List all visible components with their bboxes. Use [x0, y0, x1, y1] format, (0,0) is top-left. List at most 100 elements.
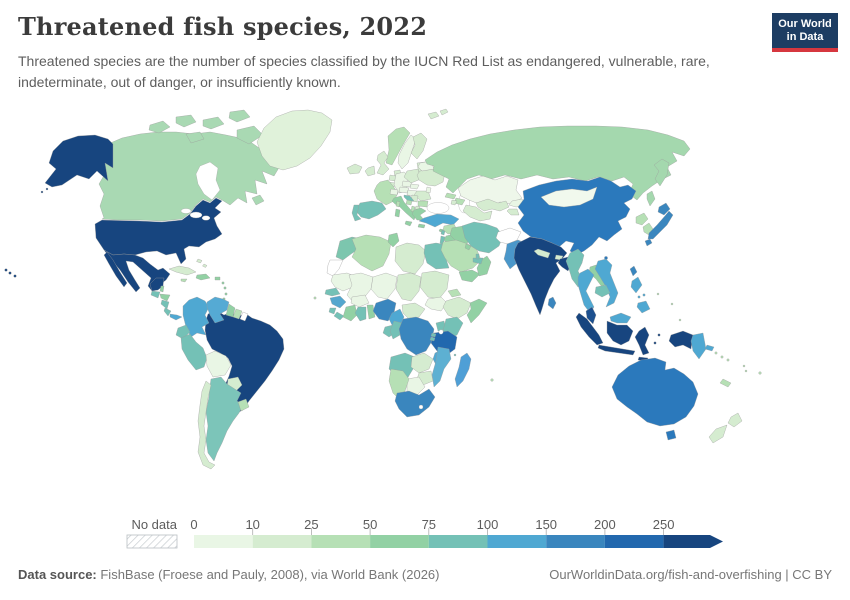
country-niger[interactable] [370, 272, 398, 300]
country-libya[interactable] [394, 242, 427, 275]
country-chile[interactable] [197, 380, 216, 470]
legend-no-data-swatch[interactable] [126, 534, 178, 549]
country-mongolia[interactable] [540, 186, 598, 208]
country-svalbard[interactable] [439, 108, 449, 116]
country-united-kingdom[interactable] [376, 150, 390, 176]
country-switzerland[interactable] [389, 188, 399, 196]
country-greenland[interactable] [256, 109, 333, 171]
country-philippines-visayas[interactable] [642, 293, 646, 297]
legend-swatch-3[interactable] [370, 535, 429, 548]
country-thailand[interactable] [577, 268, 595, 314]
country-indonesia-sumatra[interactable] [575, 312, 604, 346]
country-saudi-arabia[interactable] [440, 239, 482, 273]
country-indonesia-maluku[interactable] [653, 341, 657, 345]
country-canada-baffin[interactable] [236, 125, 264, 145]
legend-swatch-4[interactable] [428, 535, 488, 548]
country-moldova[interactable] [425, 186, 432, 194]
country-nepal[interactable] [533, 248, 551, 259]
owid-link[interactable]: OurWorldinData.org/fish-and-overfishing … [549, 567, 832, 582]
country-pacific-island[interactable] [656, 292, 660, 296]
country-canada[interactable] [98, 131, 281, 222]
country-cambodia[interactable] [594, 284, 611, 298]
country-uae[interactable] [472, 257, 484, 265]
country-hispaniola[interactable] [195, 273, 211, 281]
country-tajikistan[interactable] [506, 208, 520, 216]
country-costa-rica[interactable] [163, 307, 172, 317]
country-eritrea[interactable] [447, 288, 462, 298]
country-bahamas[interactable] [196, 258, 203, 264]
country-antilles[interactable] [221, 281, 225, 285]
country-venezuela[interactable] [206, 296, 230, 324]
country-french-guiana[interactable] [239, 311, 249, 322]
country-japan-honshu[interactable] [647, 210, 674, 240]
country-finland[interactable] [410, 132, 428, 160]
country-australia[interactable] [611, 357, 699, 427]
country-cuba[interactable] [168, 265, 197, 276]
country-burkina-faso[interactable] [350, 294, 370, 308]
country-antilles[interactable] [223, 286, 227, 290]
country-qatar[interactable] [475, 253, 480, 260]
legend-swatch-5[interactable] [487, 535, 547, 548]
country-kazakhstan[interactable] [457, 175, 523, 209]
country-turkey[interactable] [418, 213, 460, 228]
country-greece[interactable] [411, 207, 427, 221]
country-usa-hawaii[interactable] [13, 274, 17, 278]
country-png-new-britain[interactable] [704, 344, 715, 352]
country-canada-island[interactable] [228, 109, 251, 123]
country-chad[interactable] [395, 272, 422, 302]
country-canada-island[interactable] [202, 116, 225, 130]
country-france-corsica[interactable] [395, 200, 401, 208]
country-guinea[interactable] [329, 295, 347, 309]
country-mauritius[interactable] [490, 378, 494, 382]
country-portugal[interactable] [351, 204, 362, 222]
country-bahamas[interactable] [202, 263, 208, 268]
country-philippines-visayas[interactable] [637, 295, 641, 299]
country-rwanda[interactable] [430, 332, 437, 338]
country-uruguay[interactable] [237, 398, 250, 412]
country-indonesia-kalimantan[interactable] [606, 320, 634, 346]
country-canada-island[interactable] [185, 131, 205, 144]
country-western-sahara[interactable] [326, 259, 344, 277]
country-vanuatu[interactable] [742, 364, 746, 368]
country-dr-congo[interactable] [398, 316, 435, 356]
country-italy-sicily[interactable] [404, 220, 413, 227]
country-australia-tasmania[interactable] [665, 429, 677, 441]
legend-swatch-7[interactable] [604, 535, 664, 548]
country-ivory-coast[interactable] [342, 304, 358, 322]
country-pacific-island[interactable] [670, 302, 674, 306]
country-suriname[interactable] [232, 308, 243, 320]
country-puerto-rico[interactable] [214, 276, 221, 281]
country-svalbard[interactable] [427, 111, 440, 120]
country-philippines-luzon[interactable] [630, 276, 643, 294]
country-czechia[interactable] [401, 180, 413, 188]
country-yemen[interactable] [458, 269, 481, 283]
country-bulgaria[interactable] [417, 200, 429, 208]
owid-logo[interactable]: Our World in Data [772, 13, 838, 52]
country-algeria[interactable] [351, 234, 392, 272]
country-usa-aleutian[interactable] [40, 190, 44, 194]
country-mozambique[interactable] [431, 346, 452, 388]
country-burundi[interactable] [429, 336, 436, 342]
country-solomon-islands[interactable] [714, 351, 718, 355]
country-senegal[interactable] [324, 287, 341, 297]
country-greece-crete[interactable] [417, 223, 426, 229]
country-armenia[interactable] [450, 199, 458, 206]
country-sudan[interactable] [419, 270, 450, 300]
country-uzbekistan[interactable] [475, 198, 510, 212]
country-lebanon[interactable] [440, 229, 446, 236]
country-papua-new-guinea[interactable] [690, 332, 707, 360]
country-kuwait[interactable] [464, 243, 472, 251]
country-vietnam[interactable] [594, 258, 619, 308]
country-indonesia-maluku[interactable] [657, 333, 661, 337]
country-japan-hokkaido[interactable] [657, 202, 671, 216]
country-france[interactable] [373, 179, 399, 206]
country-peru[interactable] [180, 333, 208, 371]
legend-swatch-8-arrow[interactable] [663, 535, 723, 548]
country-russia-kamchatka[interactable] [653, 158, 670, 187]
country-ethiopia[interactable] [442, 296, 472, 320]
country-jamaica[interactable] [180, 278, 188, 283]
country-new-zealand-north[interactable] [727, 412, 743, 428]
country-fiji[interactable] [758, 371, 762, 375]
country-vanuatu[interactable] [744, 369, 748, 373]
country-ghana[interactable] [354, 306, 367, 322]
